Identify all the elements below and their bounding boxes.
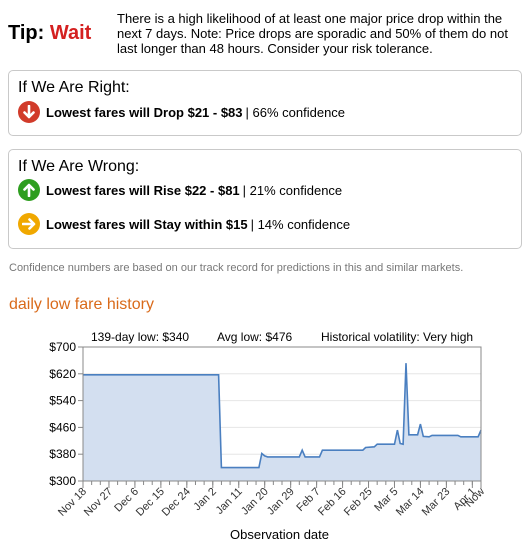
- x-tick-label: Jan 11: [214, 486, 245, 517]
- y-tick-label: $380: [49, 447, 76, 461]
- confidence-disclaimer: Confidence numbers are based on our trac…: [9, 262, 464, 274]
- history-title: daily low fare history: [9, 296, 154, 313]
- y-tick-label: $300: [49, 474, 76, 488]
- y-tick-label: $540: [49, 394, 76, 408]
- prediction-stay-confidence: | 14% confidence: [250, 216, 351, 232]
- stat-volatility: Historical volatility: Very high: [321, 330, 474, 344]
- fare-area: [83, 363, 481, 481]
- if-right-box: If We Are Right: Lowest fares will Drop …: [8, 70, 522, 136]
- arrow-right-icon: [18, 213, 40, 235]
- prediction-stay-text: Lowest fares will Stay within $15: [46, 216, 248, 232]
- tip-value: Wait: [49, 22, 92, 44]
- x-tick-label: Dec 24: [160, 486, 193, 519]
- stat-low: 139-day low: $340: [91, 330, 190, 344]
- arrow-down-icon: [18, 101, 40, 123]
- prediction-drop-text: Lowest fares will Drop $21 - $83: [46, 104, 243, 120]
- fare-line: [83, 363, 482, 469]
- arrow-up-icon: [18, 179, 40, 201]
- prediction-rise-confidence: | 21% confidence: [242, 182, 343, 198]
- prediction-rise-text: Lowest fares will Rise $22 - $81: [46, 182, 240, 198]
- y-tick-label: $460: [49, 420, 76, 434]
- x-tick-label: Feb 16: [316, 486, 349, 519]
- stat-avg: Avg low: $476: [217, 330, 293, 344]
- tip-explanation: There is a high likelihood of at least o…: [117, 11, 508, 56]
- x-tick-label: Feb 25: [342, 486, 375, 519]
- fare-history-chart: $300 $380 $460 $540 $620 $700 Nov 18 Nov 27 Dec…: [0, 322, 529, 543]
- if-wrong-box: If We Are Wrong: Lowest fares will Rise …: [8, 149, 522, 249]
- prediction-rise: Lowest fares will Rise $22 - $81 | 21% c…: [18, 178, 342, 202]
- x-tick-label: Jan 20: [239, 486, 271, 518]
- x-tick-label: Mar 14: [394, 486, 427, 519]
- prediction-drop: Lowest fares will Drop $21 - $83 | 66% c…: [18, 100, 345, 124]
- prediction-stay: Lowest fares will Stay within $15 | 14% …: [18, 212, 350, 236]
- if-wrong-title: If We Are Wrong:: [18, 158, 140, 175]
- y-tick-label: $620: [49, 367, 76, 381]
- prediction-drop-confidence: | 66% confidence: [245, 104, 346, 120]
- tip-heading: Tip: Wait: [8, 22, 91, 45]
- x-tick-label: Jan 29: [265, 486, 297, 518]
- tip-section: Tip: Wait There is a high likelihood of …: [8, 8, 523, 60]
- tip-label: Tip:: [8, 22, 45, 44]
- if-right-title: If We Are Right:: [18, 79, 130, 96]
- x-tick-label: Mar 23: [420, 486, 453, 519]
- y-tick-label: $700: [49, 340, 76, 354]
- x-tick-label: Nov 27: [82, 486, 115, 519]
- x-axis-label: Observation date: [230, 527, 330, 542]
